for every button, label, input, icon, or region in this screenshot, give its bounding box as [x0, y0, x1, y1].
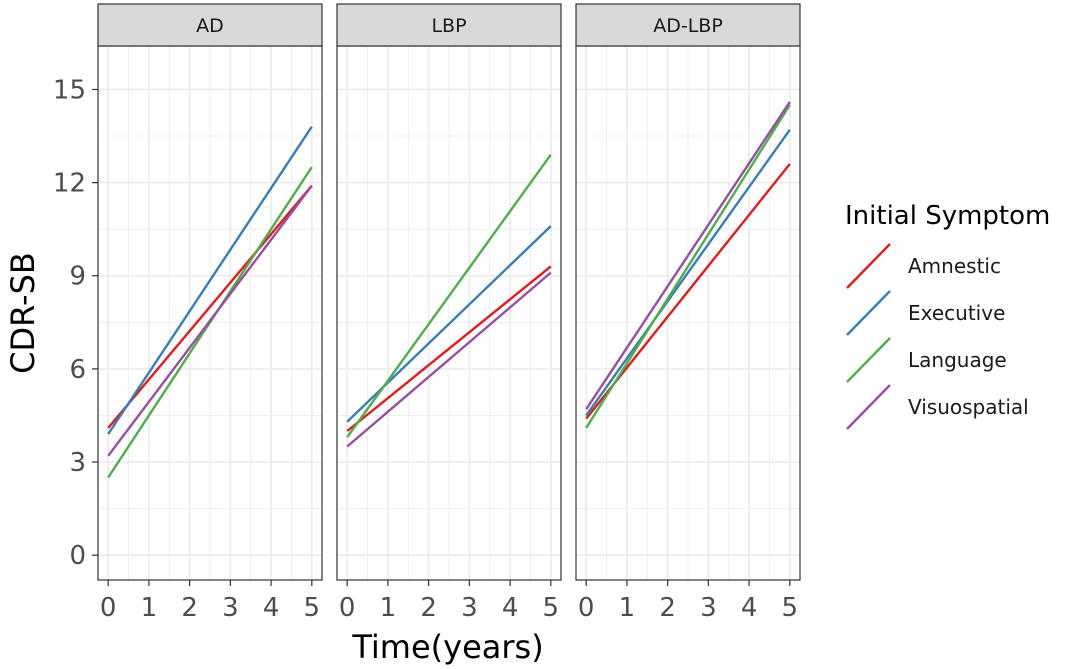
legend-item-language: Language — [846, 337, 1007, 383]
series-line-visuospatial-lbp — [346, 271, 552, 448]
y-tick-label: 6 — [69, 355, 86, 385]
x-tick-label: 5 — [782, 593, 799, 623]
x-tick-label: 1 — [380, 593, 397, 623]
x-tick-label: 4 — [741, 593, 758, 623]
legend-label: Executive — [908, 301, 1005, 325]
x-tick-label: 0 — [100, 593, 117, 623]
x-axis-title: Time(years) — [351, 628, 543, 666]
x-tick-label: 2 — [181, 593, 198, 623]
legend-item-visuospatial: Visuospatial — [846, 384, 1029, 430]
y-axis-ticks: 0 3 6 9 12 15 — [53, 75, 98, 571]
x-tick-label: 4 — [502, 593, 519, 623]
facet-panel-lbp: LBP 0 1 2 3 4 5 — [336, 3, 562, 623]
series-line-amnestic-lbp — [346, 265, 552, 432]
series-line-visuospatial-ad — [107, 184, 313, 457]
facet-strip-label: AD-LBP — [653, 15, 723, 37]
x-tick-label: 2 — [659, 593, 676, 623]
legend-item-executive: Executive — [846, 290, 1005, 336]
series-line-executive-ad-lbp — [585, 129, 791, 417]
legend-title: Initial Symptom — [845, 201, 1050, 231]
legend: Initial Symptom Amnestic Executive Languag… — [845, 201, 1050, 430]
legend-key-line — [846, 384, 891, 430]
facet-strip — [336, 3, 562, 47]
legend-key-line — [846, 290, 891, 336]
x-tick-label: 3 — [461, 593, 478, 623]
x-tick-label: 3 — [700, 593, 717, 623]
x-tick-label: 1 — [141, 593, 158, 623]
series-line-executive-ad — [107, 126, 313, 435]
legend-label: Amnestic — [908, 254, 1001, 278]
facet-strip — [97, 3, 323, 47]
y-tick-label: 9 — [69, 262, 86, 292]
facet-panel-ad: AD 0 1 2 3 4 5 — [97, 3, 323, 623]
facet-strip — [575, 3, 801, 47]
series-line-visuospatial-ad-lbp — [585, 101, 791, 410]
x-tick-label: 3 — [222, 593, 239, 623]
y-axis-title: CDR-SB — [4, 252, 42, 374]
x-tick-label: 2 — [420, 593, 437, 623]
y-tick-label: 3 — [69, 448, 86, 478]
series-line-language-ad-lbp — [585, 104, 791, 429]
facet-panel-ad-lbp: AD-LBP 0 1 2 3 4 5 — [575, 3, 801, 623]
y-tick-label: 15 — [53, 75, 86, 105]
x-tick-label: 4 — [263, 593, 280, 623]
facet-strip-label: LBP — [431, 15, 466, 37]
x-tick-label: 0 — [578, 593, 595, 623]
legend-item-amnestic: Amnestic — [846, 243, 1001, 289]
x-tick-label: 5 — [304, 593, 321, 623]
legend-key-line — [846, 243, 891, 289]
facet-strip-label: AD — [196, 15, 224, 37]
legend-key-line — [846, 337, 891, 383]
x-tick-label: 1 — [619, 593, 636, 623]
y-tick-label: 0 — [69, 541, 86, 571]
series-line-language-lbp — [346, 153, 552, 438]
series-line-amnestic-ad — [107, 184, 313, 429]
legend-label: Visuospatial — [908, 395, 1029, 419]
legend-label: Language — [908, 348, 1007, 372]
legend-items: Amnestic Executive Language Visuospatial — [846, 243, 1029, 430]
y-tick-label: 12 — [53, 169, 86, 199]
x-tick-label: 0 — [339, 593, 356, 623]
x-tick-label: 5 — [543, 593, 560, 623]
